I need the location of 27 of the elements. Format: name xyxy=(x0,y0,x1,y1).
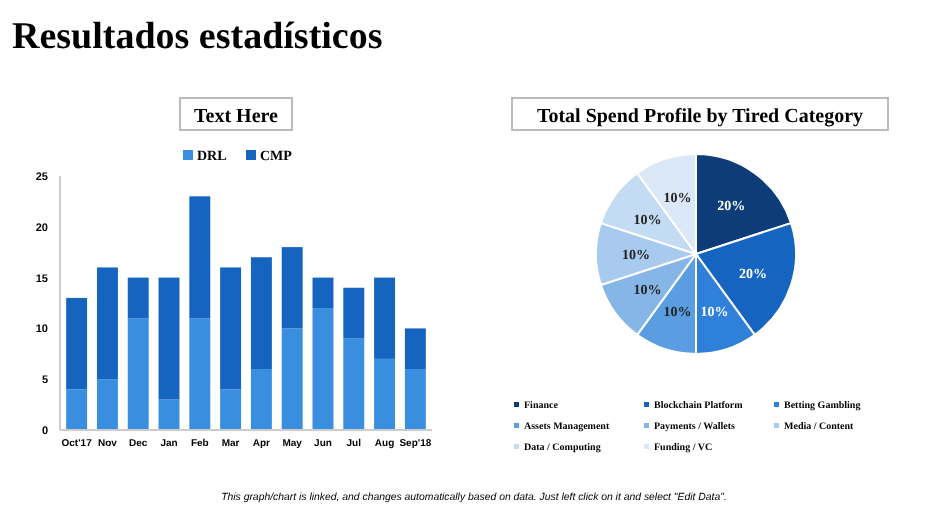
bar xyxy=(312,308,334,430)
bar xyxy=(250,369,272,430)
bar xyxy=(127,277,149,319)
bar xyxy=(127,318,149,430)
bar xyxy=(343,287,365,339)
bar xyxy=(404,328,426,370)
bar xyxy=(158,277,180,400)
bar xyxy=(374,277,396,359)
bar xyxy=(96,379,118,430)
text: Resultados estadísticos xyxy=(12,16,383,58)
bar xyxy=(281,247,303,329)
bar xyxy=(158,399,180,430)
bar xyxy=(66,297,88,390)
bar xyxy=(189,318,211,430)
bar xyxy=(281,328,303,430)
bar xyxy=(374,358,396,430)
bar xyxy=(404,369,426,430)
chart-title: Text Here xyxy=(194,106,280,128)
bar xyxy=(189,196,211,319)
bar xyxy=(250,257,272,370)
bar xyxy=(96,267,118,380)
bar xyxy=(220,389,242,430)
bar xyxy=(312,277,334,309)
bar xyxy=(220,267,242,390)
bar xyxy=(66,389,88,430)
bar xyxy=(343,338,365,430)
chart-title: Total Spend Profile by Tired Category xyxy=(536,106,864,128)
